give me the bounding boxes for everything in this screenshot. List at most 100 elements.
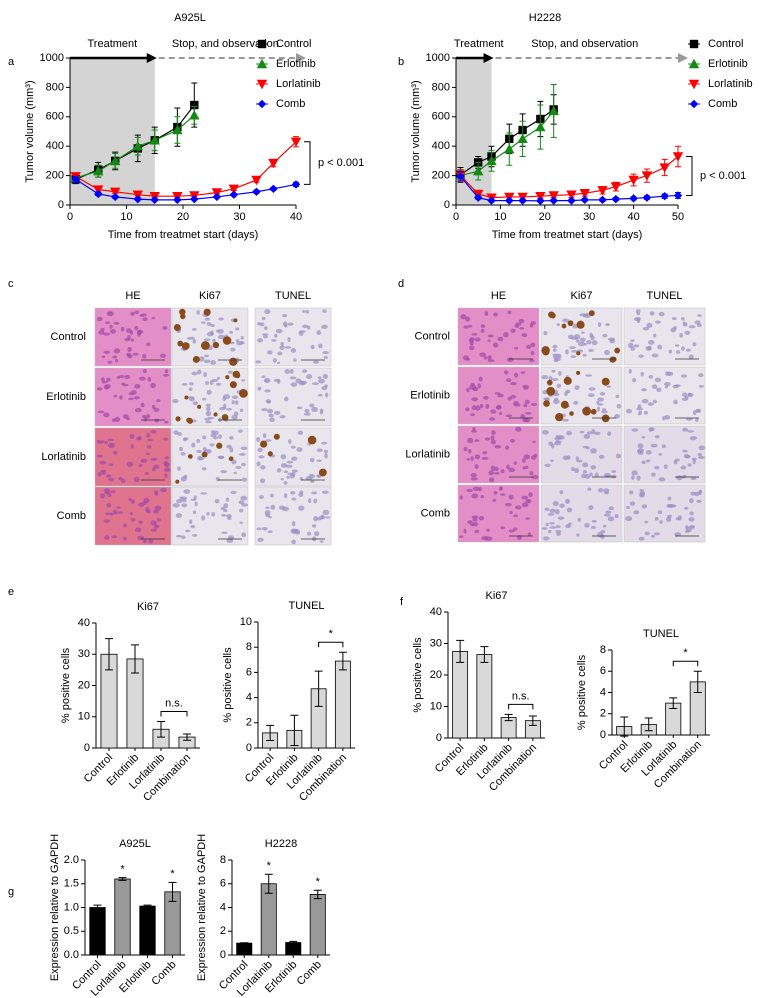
nucleus bbox=[192, 533, 198, 537]
marker bbox=[268, 158, 279, 169]
y-axis-label: Tumor volume (mm³) bbox=[24, 80, 36, 182]
nucleus bbox=[146, 445, 152, 449]
nucleus bbox=[513, 403, 521, 407]
nucleus bbox=[104, 440, 108, 445]
row-label: Control bbox=[51, 331, 86, 343]
nucleus bbox=[216, 376, 221, 380]
nucleus bbox=[200, 492, 208, 495]
marker bbox=[548, 105, 559, 116]
nucleus bbox=[313, 498, 318, 504]
column-header: HE bbox=[491, 290, 506, 302]
nucleus bbox=[697, 373, 704, 378]
nucleus bbox=[295, 378, 302, 384]
error-bar bbox=[313, 889, 322, 900]
nucleus bbox=[475, 405, 481, 411]
nucleus bbox=[596, 406, 601, 412]
y-tick-label: 1000 bbox=[426, 52, 450, 64]
nucleus bbox=[463, 528, 467, 534]
stained-nucleus bbox=[212, 341, 220, 349]
micrograph bbox=[457, 484, 540, 543]
marker bbox=[535, 121, 546, 132]
nucleus bbox=[692, 459, 696, 465]
marker bbox=[173, 195, 182, 205]
nucleus bbox=[194, 501, 198, 507]
nucleus bbox=[202, 397, 207, 401]
x-tick-label: 0 bbox=[67, 211, 73, 223]
nucleus bbox=[658, 477, 666, 482]
nucleus bbox=[201, 467, 207, 471]
nucleus bbox=[264, 326, 268, 330]
nucleus bbox=[506, 357, 514, 362]
nucleus bbox=[510, 328, 516, 333]
nucleus bbox=[209, 443, 215, 447]
nucleus bbox=[649, 311, 655, 316]
nucleus bbox=[237, 429, 243, 433]
nucleus bbox=[572, 323, 578, 329]
y-tick-label: 0 bbox=[600, 729, 606, 741]
nucleus bbox=[241, 379, 246, 382]
nucleus bbox=[99, 493, 106, 499]
nucleus bbox=[629, 490, 634, 495]
nucleus bbox=[114, 416, 121, 423]
x-tick-label: 0 bbox=[453, 211, 459, 223]
y-tick-label: 30 bbox=[430, 637, 442, 649]
nucleus bbox=[138, 520, 144, 524]
nucleus bbox=[551, 378, 559, 381]
arrowhead bbox=[483, 53, 494, 63]
error-bar bbox=[456, 639, 465, 663]
nucleus bbox=[235, 327, 240, 331]
nucleus bbox=[490, 435, 495, 441]
nucleus bbox=[692, 342, 697, 347]
nucleus bbox=[265, 506, 270, 510]
x-tick-label: 20 bbox=[177, 211, 189, 223]
nucleus bbox=[588, 505, 594, 511]
nucleus bbox=[490, 439, 496, 445]
nucleus bbox=[264, 389, 271, 393]
nucleus bbox=[134, 407, 142, 413]
micrograph-bg bbox=[457, 484, 540, 543]
nucleus bbox=[233, 471, 237, 475]
bracket-label: * bbox=[329, 628, 334, 640]
nucleus bbox=[525, 412, 532, 415]
nucleus bbox=[261, 375, 266, 378]
nucleus bbox=[640, 371, 644, 377]
legend-label: Control bbox=[708, 38, 743, 50]
nucleus bbox=[505, 445, 510, 450]
error-bar bbox=[143, 904, 152, 908]
nucleus bbox=[497, 336, 504, 342]
nucleus bbox=[579, 313, 587, 317]
nucleus bbox=[139, 314, 145, 317]
nucleus bbox=[137, 535, 145, 541]
nucleus bbox=[552, 344, 558, 349]
nucleus bbox=[493, 312, 498, 317]
stained-nucleus bbox=[239, 388, 248, 398]
nucleus bbox=[636, 312, 641, 316]
nucleus bbox=[229, 435, 234, 440]
nucleus bbox=[483, 355, 488, 360]
nucleus bbox=[647, 339, 655, 345]
y-tick-label: 0 bbox=[436, 732, 442, 744]
nucleus bbox=[587, 487, 592, 491]
nucleus bbox=[142, 369, 147, 374]
marker bbox=[567, 196, 576, 205]
stained-nucleus bbox=[181, 342, 190, 350]
nucleus bbox=[97, 471, 102, 477]
y-tick-label: 0 bbox=[246, 742, 252, 754]
stained-nucleus bbox=[560, 400, 569, 409]
nucleus bbox=[582, 353, 587, 357]
nucleus bbox=[625, 408, 633, 414]
y-axis-label: % positive cells bbox=[222, 647, 234, 723]
marker bbox=[536, 196, 545, 206]
marker bbox=[71, 175, 80, 184]
nucleus bbox=[571, 350, 578, 353]
nucleus bbox=[689, 511, 694, 516]
nucleus bbox=[291, 469, 298, 473]
significance-label: * bbox=[170, 868, 175, 880]
marker bbox=[291, 180, 301, 189]
nucleus bbox=[255, 360, 262, 364]
nucleus bbox=[556, 323, 560, 327]
nucleus bbox=[276, 468, 282, 473]
nucleus bbox=[602, 524, 607, 528]
nucleus bbox=[603, 513, 611, 517]
bracket bbox=[686, 155, 693, 196]
